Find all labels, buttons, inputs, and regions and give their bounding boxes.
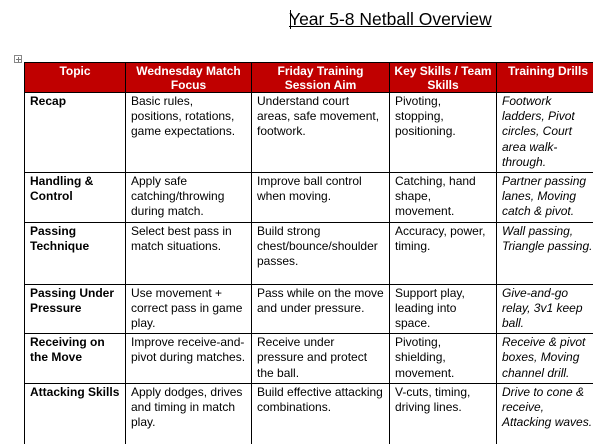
move-handle-icon[interactable] [14,55,22,63]
table-row: Handling & Control Apply safe catching/t… [24,172,593,223]
cell-session-aim[interactable]: Build strong chest/bounce/shoulder passe… [251,221,390,285]
cell-match-focus[interactable]: Basic rules, positions, rotations, game … [125,91,252,174]
cell-key-skills[interactable]: V-cuts, timing, driving lines. [389,382,497,444]
cell-session-aim[interactable]: Pass while on the move and under pressur… [251,283,390,335]
cell-session-aim[interactable]: Receive under pressure and protect the b… [251,333,390,384]
cell-match-focus[interactable]: Select best pass in match situations. [125,221,252,285]
text-cursor [290,10,291,29]
cell-key-skills[interactable]: Catching, hand shape, movement. [389,172,497,223]
cell-training-drills[interactable]: Wall passing, Triangle passing. [496,221,593,285]
table-row: Attacking Skills Apply dodges, drives an… [24,382,593,444]
cell-match-focus[interactable]: Improve receive-and-pivot during matches… [125,333,252,384]
cell-training-drills[interactable]: Drive to cone & receive, Attacking waves… [496,382,593,444]
netball-overview-table: Topic Wednesday Match Focus Friday Train… [24,62,593,444]
table-row: Passing Technique Select best pass in ma… [24,221,593,285]
cell-topic[interactable]: Passing Under Pressure [24,283,126,335]
cell-session-aim[interactable]: Improve ball control when moving. [251,172,390,223]
cell-training-drills[interactable]: Partner passing lanes, Moving catch & pi… [496,172,593,223]
header-training-drills[interactable]: Training Drills [496,62,593,93]
cell-topic[interactable]: Receiving on the Move [24,333,126,384]
cell-training-drills[interactable]: Receive & pivot boxes, Moving channel dr… [496,333,593,384]
cell-key-skills[interactable]: Pivoting, shielding, movement. [389,333,497,384]
cell-key-skills[interactable]: Pivoting, stopping, positioning. [389,91,497,174]
cell-topic[interactable]: Handling & Control [24,172,126,223]
header-topic[interactable]: Topic [24,62,126,93]
cell-topic[interactable]: Recap [24,91,126,174]
cell-session-aim[interactable]: Build effective attacking combinations. [251,382,390,444]
header-session-aim[interactable]: Friday Training Session Aim [251,62,390,93]
header-match-focus[interactable]: Wednesday Match Focus [125,62,252,93]
cell-topic[interactable]: Passing Technique [24,221,126,285]
cell-match-focus[interactable]: Apply dodges, drives and timing in match… [125,382,252,444]
table-row: Recap Basic rules, positions, rotations,… [24,91,593,174]
document-title[interactable]: Year 5-8 Netball Overview [289,9,492,29]
cell-topic[interactable]: Attacking Skills [24,382,126,444]
cell-match-focus[interactable]: Use movement + correct pass in game play… [125,283,252,335]
cell-training-drills[interactable]: Give-and-go relay, 3v1 keep ball. [496,283,593,335]
cell-match-focus[interactable]: Apply safe catching/throwing during matc… [125,172,252,223]
table-row: Receiving on the Move Improve receive-an… [24,333,593,384]
table-header-row: Topic Wednesday Match Focus Friday Train… [24,62,593,93]
cell-key-skills[interactable]: Accuracy, power, timing. [389,221,497,285]
cell-session-aim[interactable]: Understand court areas, safe movement, f… [251,91,390,174]
table-row: Passing Under Pressure Use movement + co… [24,283,593,335]
header-key-skills[interactable]: Key Skills / Team Skills [389,62,497,93]
cell-key-skills[interactable]: Support play, leading into space. [389,283,497,335]
cell-training-drills[interactable]: Footwork ladders, Pivot circles, Court a… [496,91,593,174]
